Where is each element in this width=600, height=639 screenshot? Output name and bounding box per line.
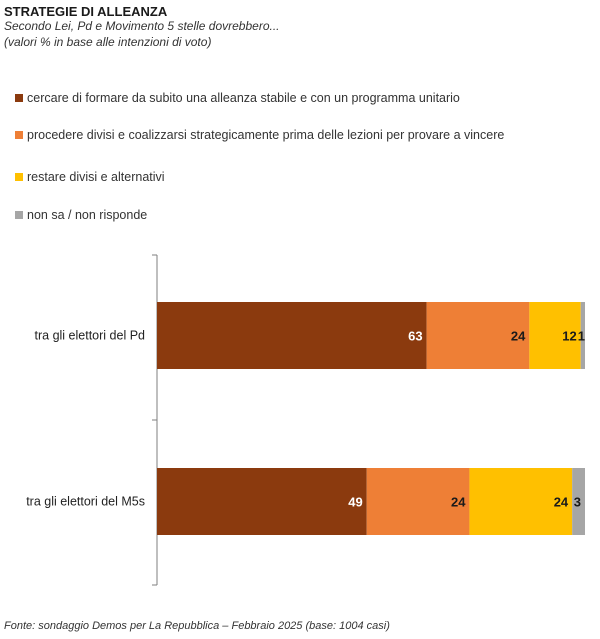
chart-note: (valori % in base alle intenzioni di vot…: [4, 35, 212, 49]
legend-label-s3: restare divisi e alternativi: [27, 170, 165, 184]
bar-segment: [529, 302, 581, 369]
legend-item-s1: cercare di formare da subito una alleanz…: [15, 90, 460, 106]
bar-segment: [580, 302, 585, 369]
data-label: 24: [511, 329, 526, 344]
data-label: 24: [451, 495, 466, 510]
data-label: 24: [554, 495, 569, 510]
bar-segment: [572, 468, 585, 535]
data-label: 3: [574, 495, 581, 510]
bar-segment: [426, 302, 530, 369]
data-label: 12: [562, 329, 576, 344]
bar-segment: [366, 468, 470, 535]
legend-label-s2: procedere divisi e coalizzarsi strategic…: [27, 128, 505, 142]
source-note: Fonte: sondaggio Demos per La Repubblica…: [4, 620, 390, 632]
bar-segment: [469, 468, 573, 535]
bar-segment: [157, 468, 367, 535]
legend-swatch-s2: [15, 131, 23, 139]
data-label: 49: [348, 495, 362, 510]
legend-label-s1: cercare di formare da subito una alleanz…: [27, 91, 460, 105]
category-label: tra gli elettori del M5s: [26, 495, 145, 509]
legend-label-s4: non sa / non risponde: [27, 208, 148, 222]
legend-item-s4: non sa / non risponde: [15, 207, 147, 223]
legend-swatch-s4: [15, 211, 23, 219]
bar-segment: [157, 302, 427, 369]
legend-swatch-s3: [15, 173, 23, 181]
legend-item-s3: restare divisi e alternativi: [15, 169, 165, 185]
legend-item-s2: procedere divisi e coalizzarsi strategic…: [15, 127, 535, 143]
legend-swatch-s1: [15, 94, 23, 102]
chart-subtitle: Secondo Lei, Pd e Movimento 5 stelle dov…: [4, 19, 280, 33]
category-label: tra gli elettori del Pd: [35, 329, 146, 343]
chart-title: STRATEGIE DI ALLEANZA: [4, 4, 168, 19]
stacked-bar-chart: tra gli elettori del Pd 63 24 12 1 tra gli el…: [26, 254, 585, 586]
data-label: 63: [408, 329, 422, 344]
data-label: 1: [578, 329, 585, 344]
